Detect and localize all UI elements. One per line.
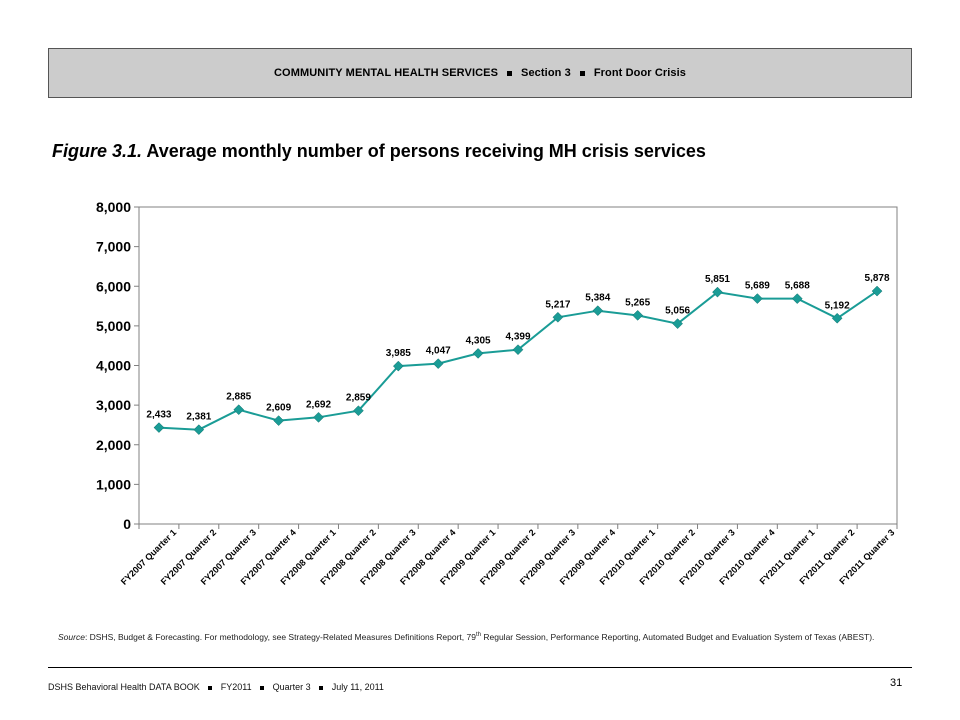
data-label: 2,381	[186, 412, 211, 423]
footer-fiscal-year: FY2011	[220, 682, 252, 692]
header-program: COMMUNITY MENTAL HEALTH SERVICES	[274, 67, 499, 79]
data-point-marker	[791, 293, 803, 304]
data-label: 5,851	[705, 274, 730, 285]
header-section: Section 3	[521, 67, 571, 79]
line-chart: 0 1,000 2,000 3,000 4,000 5,000 6,000 7,000 8,00…	[96, 199, 898, 587]
data-label: 5,384	[585, 293, 610, 304]
data-label: 4,047	[426, 346, 451, 357]
data-point-marker	[871, 285, 883, 297]
footer-quarter: Quarter 3	[272, 682, 311, 692]
data-point-marker	[472, 348, 484, 359]
figure-title: Figure 3.1. Average monthly number of pe…	[52, 141, 706, 162]
data-point-marker	[273, 415, 284, 426]
data-point-marker	[552, 311, 564, 323]
y-tick-label: 8,000	[96, 199, 131, 215]
footer-separator	[208, 685, 213, 690]
data-point-marker	[632, 310, 644, 321]
source-label: Source	[58, 631, 85, 642]
data-label: 5,056	[665, 306, 690, 317]
data-point-marker	[672, 318, 683, 330]
section-header-bar: COMMUNITY MENTAL HEALTH SERVICES Section…	[48, 48, 912, 98]
data-label: 2,609	[266, 403, 291, 414]
data-label: 5,217	[545, 299, 570, 310]
figure-caption: Average monthly number of persons receiv…	[146, 141, 706, 161]
header-topic: Front Door Crisis	[593, 67, 686, 79]
page-number: 31	[890, 677, 903, 689]
data-point-marker	[712, 286, 723, 298]
source-text: : DSHS, Budget & Forecasting. For method…	[84, 631, 476, 642]
plot-area	[138, 206, 898, 525]
data-point-marker	[432, 358, 444, 369]
data-point-marker	[512, 344, 524, 356]
y-tick-label: 0	[123, 516, 131, 532]
data-point-marker	[193, 424, 205, 436]
footer-date: July 11, 2011	[331, 682, 384, 692]
data-label: 5,192	[825, 300, 850, 311]
data-point-marker	[353, 405, 364, 417]
footer-separator	[319, 685, 324, 690]
source-text-continued: Regular Session, Performance Reporting, …	[481, 631, 875, 642]
data-point-marker	[153, 422, 165, 433]
y-tick-label: 7,000	[96, 239, 131, 255]
y-tick-label: 1,000	[96, 476, 131, 492]
figure-number: Figure 3.1.	[52, 141, 143, 161]
data-point-marker	[592, 305, 604, 317]
y-tick-label: 4,000	[96, 358, 131, 374]
footer-separator	[260, 685, 265, 690]
data-label: 3,985	[386, 348, 411, 359]
data-label: 4,399	[505, 332, 530, 343]
y-tick-label: 2,000	[96, 437, 131, 453]
data-label: 5,878	[865, 273, 890, 284]
header-separator	[507, 70, 513, 76]
data-label: 5,689	[745, 281, 770, 292]
header-separator	[579, 70, 585, 76]
data-label: 2,885	[226, 392, 251, 403]
data-label: 5,688	[785, 281, 810, 292]
data-label: 5,265	[625, 297, 650, 308]
data-point-marker	[233, 404, 245, 416]
y-tick-label: 5,000	[96, 318, 131, 334]
footer-info: DSHS Behavioral Health DATA BOOK FY2011 …	[48, 682, 384, 692]
y-tick-label: 6,000	[96, 278, 131, 294]
data-point-marker	[392, 360, 404, 372]
data-label: 2,433	[146, 410, 171, 421]
data-label: 2,692	[306, 399, 331, 410]
data-label: 2,859	[346, 393, 371, 404]
data-point-marker	[313, 411, 324, 423]
data-point-marker	[831, 312, 843, 324]
source-superscript: th	[475, 632, 481, 638]
data-point-marker	[752, 293, 763, 304]
footer-divider	[48, 667, 912, 668]
source-note: Source: DSHS, Budget & Forecasting. For …	[58, 629, 908, 643]
y-tick-label: 3,000	[96, 397, 131, 413]
footer-book: DSHS Behavioral Health DATA BOOK	[48, 682, 200, 692]
data-label: 4,305	[466, 335, 491, 346]
